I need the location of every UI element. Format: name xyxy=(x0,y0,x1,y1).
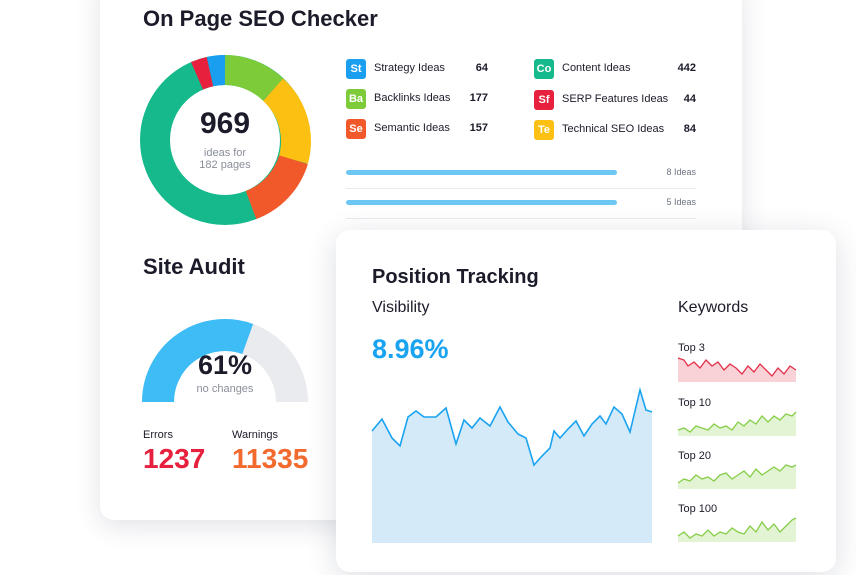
strategy-badge: St xyxy=(346,59,366,79)
legend-label: Strategy Ideas xyxy=(374,62,445,74)
legend-value: 64 xyxy=(475,62,488,74)
donut-segment-strategy xyxy=(206,54,226,87)
ideas-sub-line1: ideas for xyxy=(203,147,247,159)
sparkline-top3 xyxy=(677,357,797,382)
keyword-group-label: Top 20 xyxy=(678,450,712,462)
keywords-label: Keywords xyxy=(678,299,749,316)
site-audit-title: Site Audit xyxy=(143,254,245,279)
warnings-value[interactable]: 11335 xyxy=(232,443,309,474)
sparkline-top20 xyxy=(677,464,797,489)
audit-sub: no changes xyxy=(196,383,254,395)
sparkline-line xyxy=(677,517,797,539)
visibility-label: Visibility xyxy=(372,299,430,316)
donut-segment-backlinks xyxy=(224,55,284,101)
legend-item-technical[interactable]: Te Technical SEO Ideas 84 xyxy=(534,120,696,140)
visibility-chart xyxy=(371,386,653,543)
position-tracking-title: Position Tracking xyxy=(372,266,539,288)
legend-value: 84 xyxy=(683,123,696,135)
keyword-group-label: Top 10 xyxy=(678,397,712,409)
sparkline-line xyxy=(677,411,797,433)
legend-label: Backlinks Ideas xyxy=(374,92,451,104)
ideas-bar-count: 5 Ideas xyxy=(666,197,696,207)
ideas-sub-line2: 182 pages xyxy=(199,159,251,171)
legend-value: 442 xyxy=(677,62,696,74)
legend-item-strategy[interactable]: St Strategy Ideas 64 xyxy=(346,59,496,79)
donut-segment-technical xyxy=(262,78,311,164)
visibility-line xyxy=(371,386,653,467)
legend-label: Content Ideas xyxy=(562,62,631,74)
backlinks-badge: Ba xyxy=(346,89,366,109)
legend-label: Semantic Ideas xyxy=(374,122,450,134)
errors-value[interactable]: 1237 xyxy=(143,443,206,474)
legend-value: 177 xyxy=(469,92,488,104)
serp-badge: Sf xyxy=(534,90,554,110)
gauge-fill xyxy=(142,319,254,403)
audit-percent: 61% xyxy=(197,350,253,380)
sparkline-area xyxy=(678,465,796,489)
sparkline-line xyxy=(677,464,797,484)
sparkline-top10 xyxy=(677,411,797,436)
ideas-bar-row[interactable]: 5 Ideas xyxy=(346,190,696,219)
site-audit-gauge: 61% no changes xyxy=(142,298,308,403)
donut-segment-serp xyxy=(191,56,214,90)
warnings-label: Warnings xyxy=(232,429,279,441)
ideas-bar-fill xyxy=(346,170,617,175)
legend-value: 157 xyxy=(469,122,488,134)
keyword-group-label: Top 100 xyxy=(678,503,718,515)
ideas-donut-chart: 969 ideas for 182 pages xyxy=(140,54,311,225)
donut-segment-semantic xyxy=(245,154,308,220)
sparkline-top100 xyxy=(677,517,797,542)
visibility-area xyxy=(372,390,652,543)
legend-label: SERP Features Ideas xyxy=(562,93,669,105)
ideas-bar-count: 8 Ideas xyxy=(666,167,696,177)
sparkline-line xyxy=(677,357,797,377)
legend-item-semantic[interactable]: Se Semantic Ideas 157 xyxy=(346,119,496,139)
technical-badge: Te xyxy=(534,120,554,140)
errors-label: Errors xyxy=(143,429,173,441)
legend-item-backlinks[interactable]: Ba Backlinks Ideas 177 xyxy=(346,89,496,109)
legend-item-content[interactable]: Co Content Ideas 442 xyxy=(534,59,696,79)
ideas-bar-fill xyxy=(346,200,617,205)
ideas-total: 969 xyxy=(199,107,251,140)
seo-checker-title: On Page SEO Checker xyxy=(143,6,378,31)
legend-value: 44 xyxy=(683,93,696,105)
keyword-group-label: Top 3 xyxy=(678,342,705,354)
semantic-badge: Se xyxy=(346,119,366,139)
legend-label: Technical SEO Ideas xyxy=(562,123,665,135)
visibility-value: 8.96% xyxy=(372,334,449,364)
ideas-bar-row[interactable]: 8 Ideas xyxy=(346,160,696,189)
legend-item-serp[interactable]: Sf SERP Features Ideas 44 xyxy=(534,90,696,110)
sparkline-area xyxy=(678,358,796,382)
sparkline-area xyxy=(678,518,796,542)
content-badge: Co xyxy=(534,59,554,79)
